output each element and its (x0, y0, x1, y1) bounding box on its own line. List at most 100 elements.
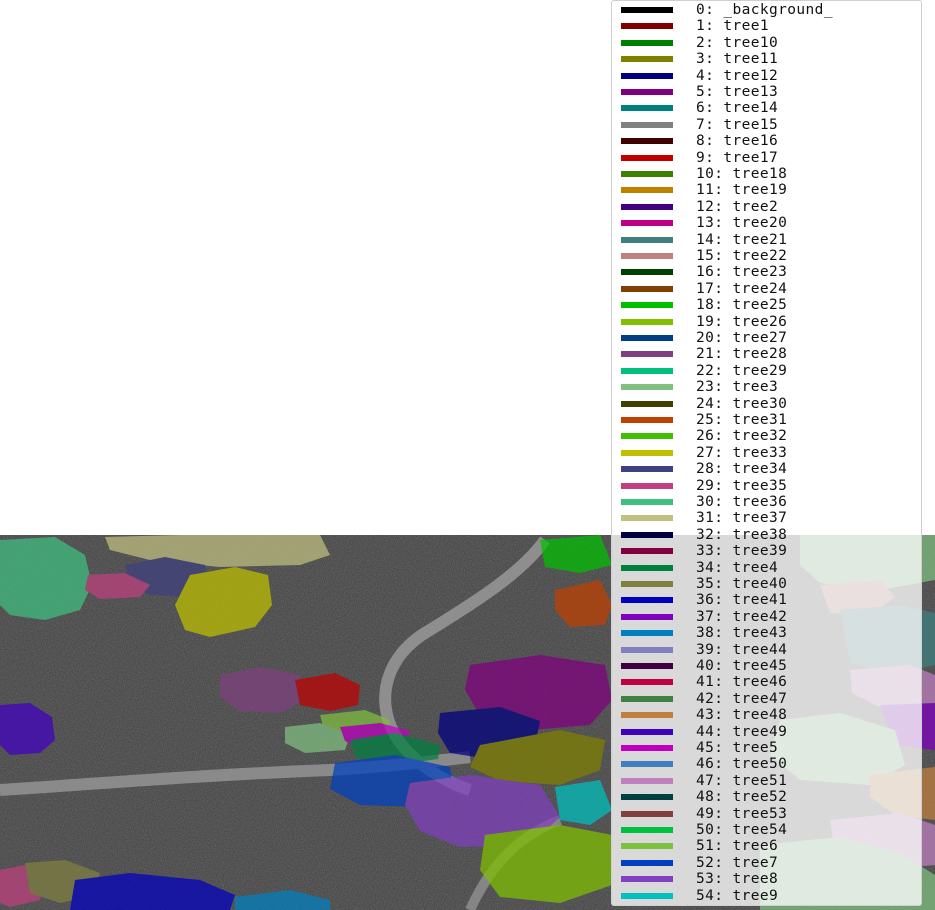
legend-item: 33: tree39 (612, 543, 923, 559)
legend-swatch (621, 761, 673, 768)
legend-swatch (621, 449, 673, 456)
legend-label: 1: tree1 (696, 18, 770, 35)
legend-item: 18: tree25 (612, 297, 923, 313)
legend-item: 5: tree13 (612, 84, 923, 100)
legend-swatch (621, 23, 673, 30)
legend-label: 22: tree29 (696, 362, 788, 379)
legend-swatch (621, 794, 673, 801)
legend-label: 42: tree47 (696, 690, 788, 707)
legend-swatch (621, 613, 673, 620)
legend-label: 45: tree5 (696, 740, 779, 756)
legend-label: 38: tree43 (696, 625, 788, 642)
legend-swatch (621, 712, 673, 719)
legend-label: 29: tree35 (696, 477, 788, 494)
legend-item: 42: tree47 (612, 691, 923, 707)
legend-item: 8: tree16 (612, 133, 923, 149)
legend-label: 16: tree23 (696, 264, 788, 281)
tree-crown (470, 730, 605, 785)
legend-swatch (621, 400, 673, 407)
legend-label: 37: tree42 (696, 608, 788, 625)
legend-item: 31: tree37 (612, 510, 923, 526)
legend-item: 36: tree41 (612, 592, 923, 608)
legend-swatch (621, 367, 673, 374)
legend-label: 49: tree53 (696, 805, 788, 822)
tree-crown (350, 733, 440, 765)
legend-item: 7: tree15 (612, 117, 923, 133)
legend-item: 35: tree40 (612, 576, 923, 592)
legend-swatch (621, 203, 673, 210)
legend-swatch (621, 695, 673, 702)
legend-swatch (621, 499, 673, 505)
legend-swatch (621, 39, 673, 46)
legend-swatch (621, 285, 673, 292)
legend-label: 3: tree11 (696, 51, 779, 68)
legend-item: 53: tree8 (612, 871, 923, 887)
legend-swatch (621, 745, 673, 751)
legend-label: 2: tree10 (696, 34, 779, 51)
legend-swatch (621, 728, 673, 735)
legend-item: 11: tree19 (612, 182, 923, 198)
legend-label: 9: tree17 (696, 149, 779, 166)
legend-swatch (621, 548, 673, 555)
tree-crown (0, 703, 55, 755)
legend-label: 36: tree41 (696, 592, 788, 609)
legend-swatch (621, 482, 673, 489)
tree-crown (295, 673, 360, 711)
legend-item: 49: tree53 (612, 806, 923, 822)
tree-crown (285, 723, 350, 753)
legend-label: 13: tree20 (696, 215, 788, 232)
legend-item: 10: tree18 (612, 166, 923, 182)
legend-label: 40: tree45 (696, 658, 788, 674)
legend-item: 54: tree9 (612, 888, 923, 904)
legend-label: 35: tree40 (696, 576, 788, 592)
legend-item: 9: tree17 (612, 150, 923, 166)
legend-item: 47: tree51 (612, 773, 923, 789)
legend-label: 4: tree12 (696, 67, 779, 84)
legend-item: 48: tree52 (612, 789, 923, 805)
legend-item: 6: tree14 (612, 100, 923, 116)
legend-swatch (621, 466, 673, 473)
legend-item: 43: tree48 (612, 707, 923, 723)
legend-label: 46: tree50 (696, 756, 788, 773)
legend-item: 39: tree44 (612, 642, 923, 658)
legend-item: 50: tree54 (612, 822, 923, 838)
legend-label: 8: tree16 (696, 133, 779, 150)
legend-label: 10: tree18 (696, 166, 788, 182)
legend-label: 5: tree13 (696, 84, 779, 100)
legend: 0: _background_ 1: tree1 2: tree10 3: tree1… (611, 0, 922, 906)
legend-swatch (621, 843, 673, 850)
legend-item: 19: tree26 (612, 314, 923, 330)
legend-label: 18: tree25 (696, 297, 788, 314)
legend-item: 1: tree1 (612, 18, 923, 34)
legend-item: 21: tree28 (612, 346, 923, 362)
legend-swatch (621, 777, 673, 784)
legend-swatch (621, 7, 673, 13)
legend-swatch (621, 892, 673, 899)
legend-item: 52: tree7 (612, 855, 923, 871)
legend-swatch (621, 679, 673, 686)
legend-item: 40: tree45 (612, 658, 923, 674)
legend-swatch (621, 154, 673, 161)
legend-item: 41: tree46 (612, 674, 923, 690)
legend-label: 6: tree14 (696, 100, 779, 117)
legend-item: 4: tree12 (612, 68, 923, 84)
legend-swatch (621, 351, 673, 358)
legend-item: 27: tree33 (612, 445, 923, 461)
legend-label: 0: _background_ (696, 2, 833, 18)
legend-label: 39: tree44 (696, 641, 788, 658)
legend-label: 43: tree48 (696, 707, 788, 724)
legend-item: 30: tree36 (612, 494, 923, 510)
legend-item: 24: tree30 (612, 396, 923, 412)
legend-label: 48: tree52 (696, 789, 788, 806)
legend-item: 15: tree22 (612, 248, 923, 264)
legend-item: 32: tree38 (612, 527, 923, 543)
legend-item: 12: tree2 (612, 199, 923, 215)
legend-swatch (621, 269, 673, 276)
legend-swatch (621, 121, 673, 128)
tree-crown (70, 873, 235, 910)
legend-item: 22: tree29 (612, 363, 923, 379)
legend-item: 17: tree24 (612, 281, 923, 297)
legend-label: 51: tree6 (696, 838, 779, 855)
legend-swatch (621, 72, 673, 79)
legend-swatch (621, 89, 673, 95)
